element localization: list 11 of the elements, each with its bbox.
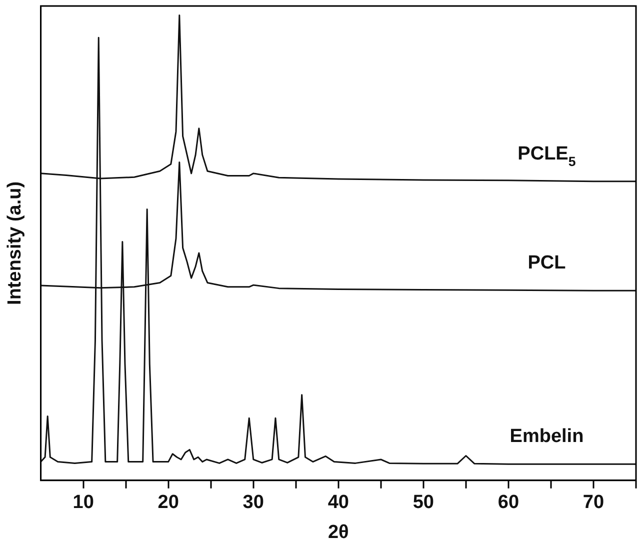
y-axis-title: Intensity (a.u) [4,181,26,305]
x-tick-label: 50 [412,492,434,514]
x-tick-label: 60 [498,492,520,514]
x-axis-title: 2θ [328,522,349,543]
series-label: PCL [528,252,566,274]
x-tick-label: 10 [72,492,94,514]
x-tick-label: 20 [158,492,179,514]
series-label: Embelin [510,426,584,448]
x-tick-label: 70 [582,492,604,514]
x-tick-label: 30 [242,492,264,514]
x-tick-label: 40 [328,492,349,514]
